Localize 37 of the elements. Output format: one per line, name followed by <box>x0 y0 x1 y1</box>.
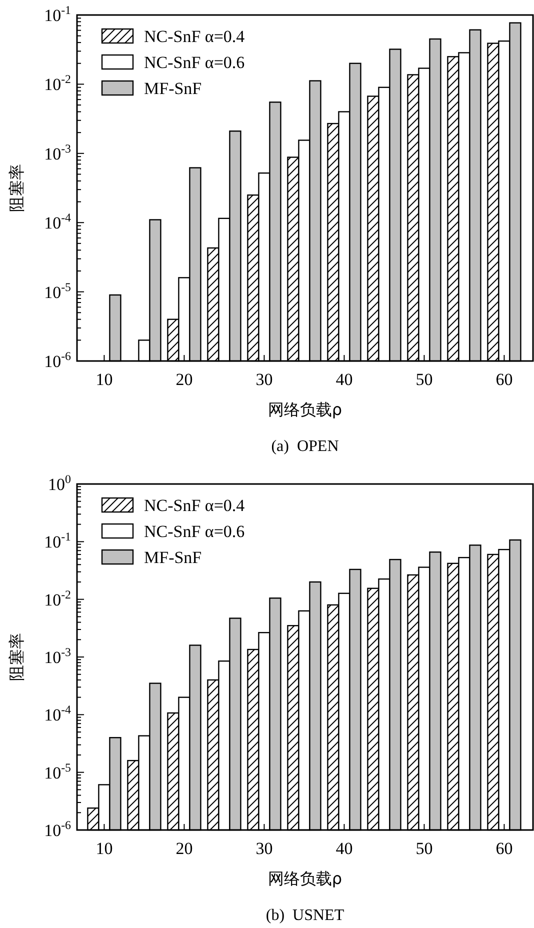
x-axis-title: 网络负载ρ <box>268 400 342 419</box>
y-tick-label: 10$^{-6}$ <box>44 818 72 840</box>
x-tick-label: 30 <box>256 370 273 389</box>
y-tick-label: 10$^{-3}$ <box>44 645 72 667</box>
y-tick-label: 10$^{-3}$ <box>44 141 72 164</box>
legend-label: MF-SnF <box>144 79 202 98</box>
y-tick-label: 10$^{-1}$ <box>44 3 72 25</box>
x-tick-label: 60 <box>496 839 513 858</box>
text: (b) USNET <box>266 907 344 924</box>
x-axis-title: 网络负载ρ <box>268 869 342 888</box>
x-tick-label: 10 <box>96 839 113 858</box>
x-tick-label: 50 <box>416 839 433 858</box>
y-tick-label: 10$^{-4}$ <box>44 702 72 725</box>
y-tick-label: 10$^{-1}$ <box>44 530 72 552</box>
legend-label: NC-SnF α=0.4 <box>144 496 246 515</box>
x-tick-label: 60 <box>496 370 513 389</box>
y-axis-title: 阻塞率 <box>7 633 26 681</box>
y-tick-label: 10$^{-5}$ <box>44 760 72 782</box>
text: (a) OPEN <box>271 438 340 455</box>
x-tick-label: 20 <box>176 370 193 389</box>
legend-label: NC-SnF α=0.4 <box>144 27 246 46</box>
y-tick-label: 10$^{-5}$ <box>44 280 72 302</box>
y-axis-title: 阻塞率 <box>7 164 26 212</box>
y-tick-label: 10$^{-6}$ <box>44 349 72 371</box>
x-tick-label: 40 <box>336 370 353 389</box>
y-tick-label: 10$^{-2}$ <box>44 72 72 94</box>
legend-label: NC-SnF α=0.6 <box>144 53 245 72</box>
y-tick-label: 10$^{-4}$ <box>44 210 72 233</box>
x-tick-label: 10 <box>96 370 113 389</box>
legend-label: NC-SnF α=0.6 <box>144 522 245 541</box>
x-tick-label: 30 <box>256 839 273 858</box>
x-tick-label: 20 <box>176 839 193 858</box>
x-tick-label: 40 <box>336 839 353 858</box>
y-tick-label: 10$^{0}$ <box>48 472 72 494</box>
y-tick-label: 10$^{-2}$ <box>44 587 72 610</box>
x-tick-label: 50 <box>416 370 433 389</box>
legend-label: MF-SnF <box>144 548 202 567</box>
